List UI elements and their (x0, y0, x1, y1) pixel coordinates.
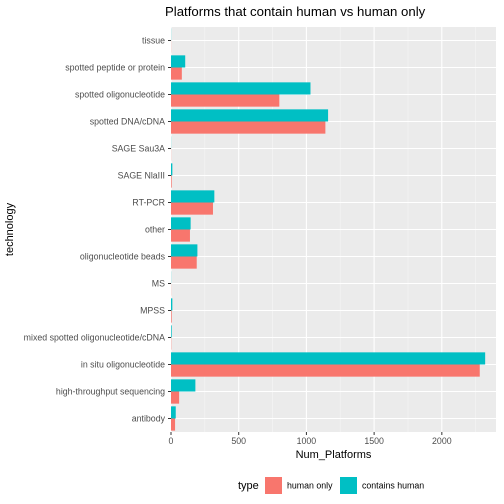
x-axis-title: Num_Platforms (296, 449, 372, 461)
legend-title: type (238, 480, 259, 492)
y-axis-title: technology (4, 202, 16, 256)
y-tick-label: antibody (132, 414, 166, 424)
bar-contains-human (171, 325, 172, 338)
bar-contains-human (171, 406, 176, 419)
legend-swatch (340, 477, 357, 494)
bar-contains-human (171, 55, 186, 68)
bar-contains-human (171, 298, 173, 311)
legend-label: human only (287, 481, 333, 491)
y-tick-label: spotted DNA/cDNA (90, 117, 165, 127)
y-tick-label: tissue (142, 36, 165, 46)
y-tick-label: mixed spotted oligonucleotide/cDNA (24, 333, 165, 343)
legend-swatch (265, 477, 282, 494)
y-tick-label: spotted oligonucleotide (75, 90, 165, 100)
legend: type human only contains human (238, 477, 424, 494)
y-tick-label: in situ oligonucleotide (81, 360, 165, 370)
y-tick-label: spotted peptide or protein (65, 63, 165, 73)
y-tick-label: MPSS (140, 306, 165, 316)
bar-contains-human (171, 379, 196, 392)
bar-contains-human (171, 244, 198, 257)
bar-contains-human (171, 109, 329, 122)
bar-contains-human (171, 217, 191, 230)
bar-contains-human (171, 163, 173, 176)
bar-human-only (171, 229, 190, 242)
x-tick-label: 0 (169, 436, 174, 446)
x-axis: 0 500 1000 1500 2000 (169, 432, 452, 446)
x-tick-label: 500 (231, 436, 246, 446)
y-axis: tissue spotted peptide or protein spotted … (24, 36, 171, 424)
bar-human-only (171, 310, 172, 323)
y-tick-label: SAGE Sau3A (112, 144, 165, 154)
bar-human-only (171, 391, 180, 404)
bar-human-only (171, 121, 326, 134)
x-tick-label: 2000 (432, 436, 452, 446)
bar-human-only (171, 256, 197, 269)
bar-contains-human (171, 190, 215, 203)
bar-contains-human (171, 352, 486, 365)
bar-contains-human (171, 82, 311, 95)
bar-human-only (171, 202, 213, 215)
y-tick-label: MS (152, 279, 165, 289)
bar-human-only (171, 67, 182, 80)
y-tick-label: other (145, 225, 165, 235)
bar-human-only (171, 94, 280, 107)
bar-human-only (171, 364, 480, 377)
y-tick-label: SAGE NlaIII (118, 171, 165, 181)
legend-label: contains human (362, 481, 424, 491)
chart-title: Platforms that contain human vs human on… (165, 4, 426, 19)
y-tick-label: oligonucleotide beads (80, 252, 166, 262)
y-tick-label: high-throughput sequencing (56, 387, 165, 397)
bar-human-only (171, 175, 172, 188)
x-tick-label: 1000 (297, 436, 317, 446)
bars (171, 28, 486, 431)
x-tick-label: 1500 (364, 436, 384, 446)
bar-human-only (171, 418, 176, 431)
y-tick-label: RT-PCR (132, 198, 165, 208)
